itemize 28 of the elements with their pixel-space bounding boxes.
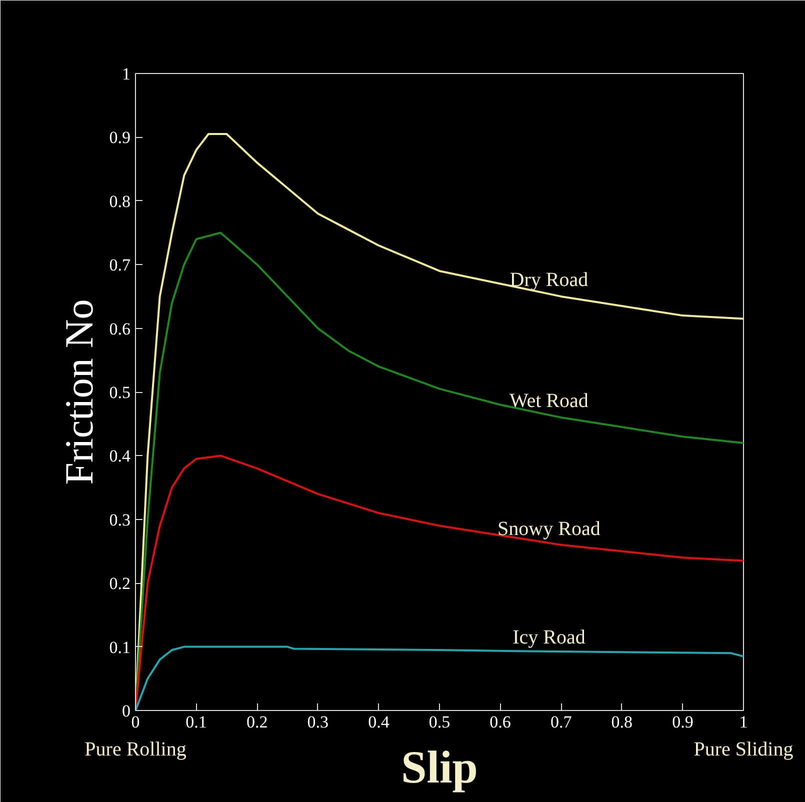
x-tick-label: 0.2 (246, 712, 268, 732)
x-tick-label: 0.6 (490, 712, 511, 732)
text: Pure Rolling (84, 738, 186, 760)
y-tick-label: 0.6 (109, 319, 130, 338)
x-axis-title: Slip (401, 742, 478, 792)
y-tick-label: 0.4 (109, 446, 131, 466)
x-tick-label: 0.5 (428, 712, 450, 732)
x-tick-label: 0.9 (672, 712, 694, 732)
y-tick-label: 0.8 (109, 192, 130, 211)
y-tick-label: 0.3 (109, 510, 130, 530)
series-label: Wet Road (509, 390, 588, 412)
series-label: Dry Road (510, 268, 588, 291)
y-axis-title: Friction No (56, 299, 102, 485)
y-tick-label: 1 (122, 64, 130, 84)
x-tick-label: 0.4 (368, 712, 390, 732)
text: Pure Sliding (694, 738, 794, 760)
x-tick-label: 0.7 (550, 712, 572, 732)
y-tick-label: 0.1 (109, 638, 130, 657)
x-tick-label: 0.3 (307, 712, 329, 732)
series-label: Snowy Road (498, 518, 600, 540)
y-tick-label: 0.5 (109, 383, 130, 402)
y-tick-label: 0.7 (109, 256, 131, 275)
x-tick-label: 0.8 (611, 712, 633, 732)
x-tick-label: 1 (739, 712, 748, 732)
y-tick-label: 0.2 (109, 574, 130, 594)
series-label: Icy Road (512, 626, 586, 648)
y-tick-label: 0.9 (109, 128, 130, 148)
x-tick-label: 0.1 (186, 712, 207, 732)
